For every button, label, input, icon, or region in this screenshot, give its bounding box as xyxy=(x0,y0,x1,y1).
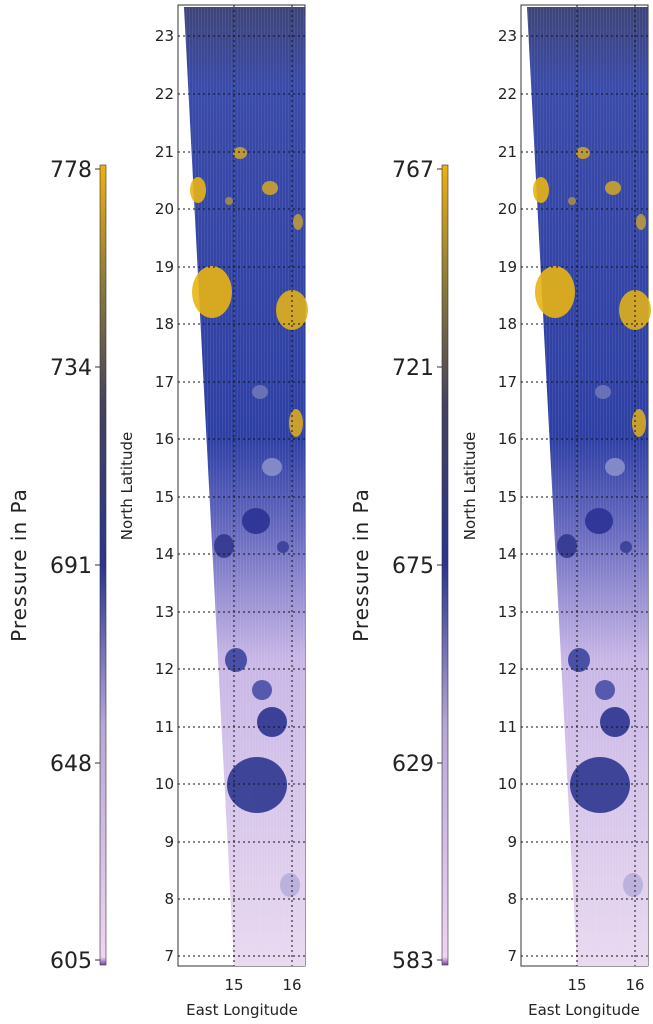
left-cbar-tick-0: 778 xyxy=(50,158,92,183)
right-y-axis-label: North Latitude xyxy=(461,432,479,540)
left-y-ticks: 23 22 21 20 19 18 17 16 15 14 13 12 11 1… xyxy=(155,27,174,965)
right-cbar-tick-2: 675 xyxy=(392,554,434,579)
right-y-tick-22: 22 xyxy=(498,85,517,103)
right-grid xyxy=(521,5,648,966)
right-y-tick-18: 18 xyxy=(498,315,517,333)
right-y-tick-8: 8 xyxy=(507,890,517,908)
right-y-tick-16: 16 xyxy=(498,430,517,448)
left-y-tick-7: 7 xyxy=(164,947,174,965)
right-x-tick-16: 16 xyxy=(625,976,644,994)
left-y-tick-10: 10 xyxy=(155,775,174,793)
left-y-tick-12: 12 xyxy=(155,660,174,678)
right-y-tick-19: 19 xyxy=(498,258,517,276)
right-y-tick-13: 13 xyxy=(498,603,517,621)
right-x-axis-label: East Longitude xyxy=(528,1001,640,1019)
left-y-tick-21: 21 xyxy=(155,143,174,161)
right-colorbar: 767 721 675 629 583 Pressure in Pa xyxy=(349,158,449,974)
right-cbar-tick-1: 721 xyxy=(392,356,434,381)
left-y-tick-20: 20 xyxy=(155,200,174,218)
left-cbar-tick-2: 691 xyxy=(50,554,92,579)
left-y-tick-15: 15 xyxy=(155,488,174,506)
right-y-tick-11: 11 xyxy=(498,718,517,736)
left-cbar-tick-3: 648 xyxy=(50,752,92,777)
right-blob-high-1 xyxy=(535,266,575,318)
right-y-tick-20: 20 xyxy=(498,200,517,218)
right-y-tick-9: 9 xyxy=(507,833,517,851)
right-y-tick-7: 7 xyxy=(507,947,517,965)
right-panel: 767 721 675 629 583 Pressure in Pa North… xyxy=(349,4,651,1019)
left-colorbar-gradient xyxy=(99,164,107,966)
right-cbar-tick-0: 767 xyxy=(392,158,434,183)
left-cbar-tick-1: 734 xyxy=(50,356,92,381)
right-y-tick-12: 12 xyxy=(498,660,517,678)
left-blob-high-1 xyxy=(192,266,232,318)
right-data-strip xyxy=(527,7,651,966)
left-y-tick-19: 19 xyxy=(155,258,174,276)
left-y-tick-22: 22 xyxy=(155,85,174,103)
left-x-axis-label: East Longitude xyxy=(186,1001,298,1019)
left-x-tick-16: 16 xyxy=(282,976,301,994)
right-x-tick-15: 15 xyxy=(567,976,586,994)
right-y-tick-21: 21 xyxy=(498,143,517,161)
right-colorbar-label: Pressure in Pa xyxy=(349,488,373,642)
left-y-tick-9: 9 xyxy=(164,833,174,851)
right-y-tick-10: 10 xyxy=(498,775,517,793)
left-y-tick-13: 13 xyxy=(155,603,174,621)
left-y-tick-11: 11 xyxy=(155,718,174,736)
left-y-tick-17: 17 xyxy=(155,373,174,391)
right-cbar-tick-4: 583 xyxy=(392,949,434,974)
left-y-axis-label: North Latitude xyxy=(118,432,136,540)
left-y-tick-14: 14 xyxy=(155,545,174,563)
left-y-tick-16: 16 xyxy=(155,430,174,448)
left-y-tick-23: 23 xyxy=(155,27,174,45)
left-colorbar-label: Pressure in Pa xyxy=(7,488,31,642)
right-y-tick-23: 23 xyxy=(498,27,517,45)
right-cbar-tick-3: 629 xyxy=(392,752,434,777)
left-colorbar: 778 734 691 648 605 Pressure in Pa xyxy=(7,158,107,974)
right-y-tick-17: 17 xyxy=(498,373,517,391)
right-colorbar-gradient xyxy=(441,164,449,966)
left-cbar-tick-4: 605 xyxy=(50,949,92,974)
right-y-tick-14: 14 xyxy=(498,545,517,563)
left-panel: 778 734 691 648 605 Pressure in Pa North… xyxy=(7,4,308,1019)
left-x-tick-15: 15 xyxy=(224,976,243,994)
right-y-tick-15: 15 xyxy=(498,488,517,506)
right-y-ticks: 23 22 21 20 19 18 17 16 15 14 13 12 11 1… xyxy=(498,27,517,965)
left-y-tick-18: 18 xyxy=(155,315,174,333)
left-y-tick-8: 8 xyxy=(164,890,174,908)
left-data-strip xyxy=(184,7,308,966)
left-grid xyxy=(178,5,305,966)
